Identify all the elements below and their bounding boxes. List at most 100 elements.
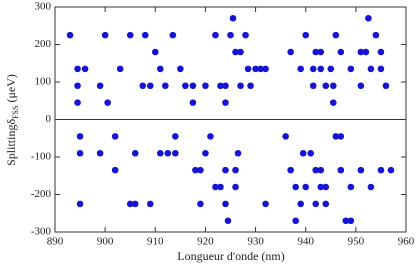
point [292, 217, 299, 225]
y-tick-label: -200 [31, 188, 52, 200]
point [222, 166, 229, 174]
point [387, 166, 395, 174]
point [372, 31, 380, 39]
point [367, 183, 375, 191]
y-label-sub: FSS [11, 106, 20, 119]
point [126, 31, 134, 39]
point [74, 99, 81, 106]
point [302, 31, 310, 39]
x-tick-label: 890 [47, 236, 64, 248]
point [197, 166, 204, 174]
point [76, 200, 84, 208]
point [377, 166, 385, 174]
point [257, 65, 264, 73]
point [76, 149, 84, 157]
point [111, 166, 119, 174]
point [131, 149, 139, 157]
point [337, 166, 345, 174]
point [317, 48, 325, 56]
point [111, 133, 119, 140]
point [317, 166, 325, 174]
point [197, 200, 204, 208]
point [312, 166, 320, 174]
point [329, 99, 337, 106]
point [202, 82, 209, 90]
point [139, 82, 147, 90]
point [164, 149, 172, 157]
point [116, 65, 124, 73]
x-tick-label: 910 [147, 236, 164, 248]
y-tick-label: 300 [35, 1, 52, 13]
point [101, 31, 109, 39]
point [342, 217, 350, 225]
point [347, 65, 355, 73]
point [307, 149, 315, 157]
y-tick-label: 200 [35, 38, 52, 50]
x-tick-label: 960 [398, 236, 415, 248]
point [382, 82, 390, 90]
point [232, 48, 239, 56]
point [337, 48, 345, 56]
point [237, 48, 244, 56]
point [212, 183, 219, 191]
point [237, 82, 244, 90]
point [377, 48, 385, 56]
point [81, 65, 89, 73]
x-tick-label: 940 [297, 236, 314, 248]
point [357, 166, 365, 174]
point [287, 166, 294, 174]
point [229, 14, 237, 22]
point [234, 149, 242, 157]
point [332, 31, 340, 39]
point [222, 99, 229, 106]
point [141, 31, 149, 39]
point [297, 200, 305, 208]
point [232, 183, 239, 191]
point [202, 149, 209, 157]
point [347, 183, 355, 191]
y-label-main: Splittingδ [4, 119, 18, 166]
point [252, 65, 259, 73]
point [96, 82, 104, 90]
point [309, 82, 317, 90]
point [262, 200, 269, 208]
point [222, 82, 229, 90]
point [222, 200, 229, 208]
point [312, 48, 320, 56]
point [332, 133, 340, 140]
point [227, 31, 234, 39]
point [287, 48, 294, 56]
point [297, 65, 305, 73]
point [157, 149, 164, 157]
x-tick-label: 900 [97, 236, 114, 248]
point [74, 82, 81, 90]
point [329, 82, 337, 90]
y-axis-label: SplittingδFSS (μeV) [4, 74, 21, 166]
point [302, 183, 310, 191]
point [217, 82, 224, 90]
point [212, 31, 219, 39]
point [317, 183, 325, 191]
point [172, 133, 179, 140]
point [377, 65, 385, 73]
point [367, 65, 375, 73]
point [224, 217, 232, 225]
y-tick-label: -100 [31, 151, 52, 163]
point [247, 82, 254, 90]
point [312, 200, 320, 208]
point [151, 48, 159, 56]
point [182, 82, 189, 90]
point [96, 149, 104, 157]
point [292, 183, 299, 191]
point [192, 166, 199, 174]
x-tick-label: 920 [197, 236, 214, 248]
point [177, 65, 184, 73]
y-tick-label: 0 [46, 113, 52, 125]
point [309, 65, 317, 73]
point [76, 133, 84, 140]
x-axis-label: Longueur d'onde (nm) [177, 249, 284, 263]
point [146, 200, 154, 208]
point [317, 65, 325, 73]
